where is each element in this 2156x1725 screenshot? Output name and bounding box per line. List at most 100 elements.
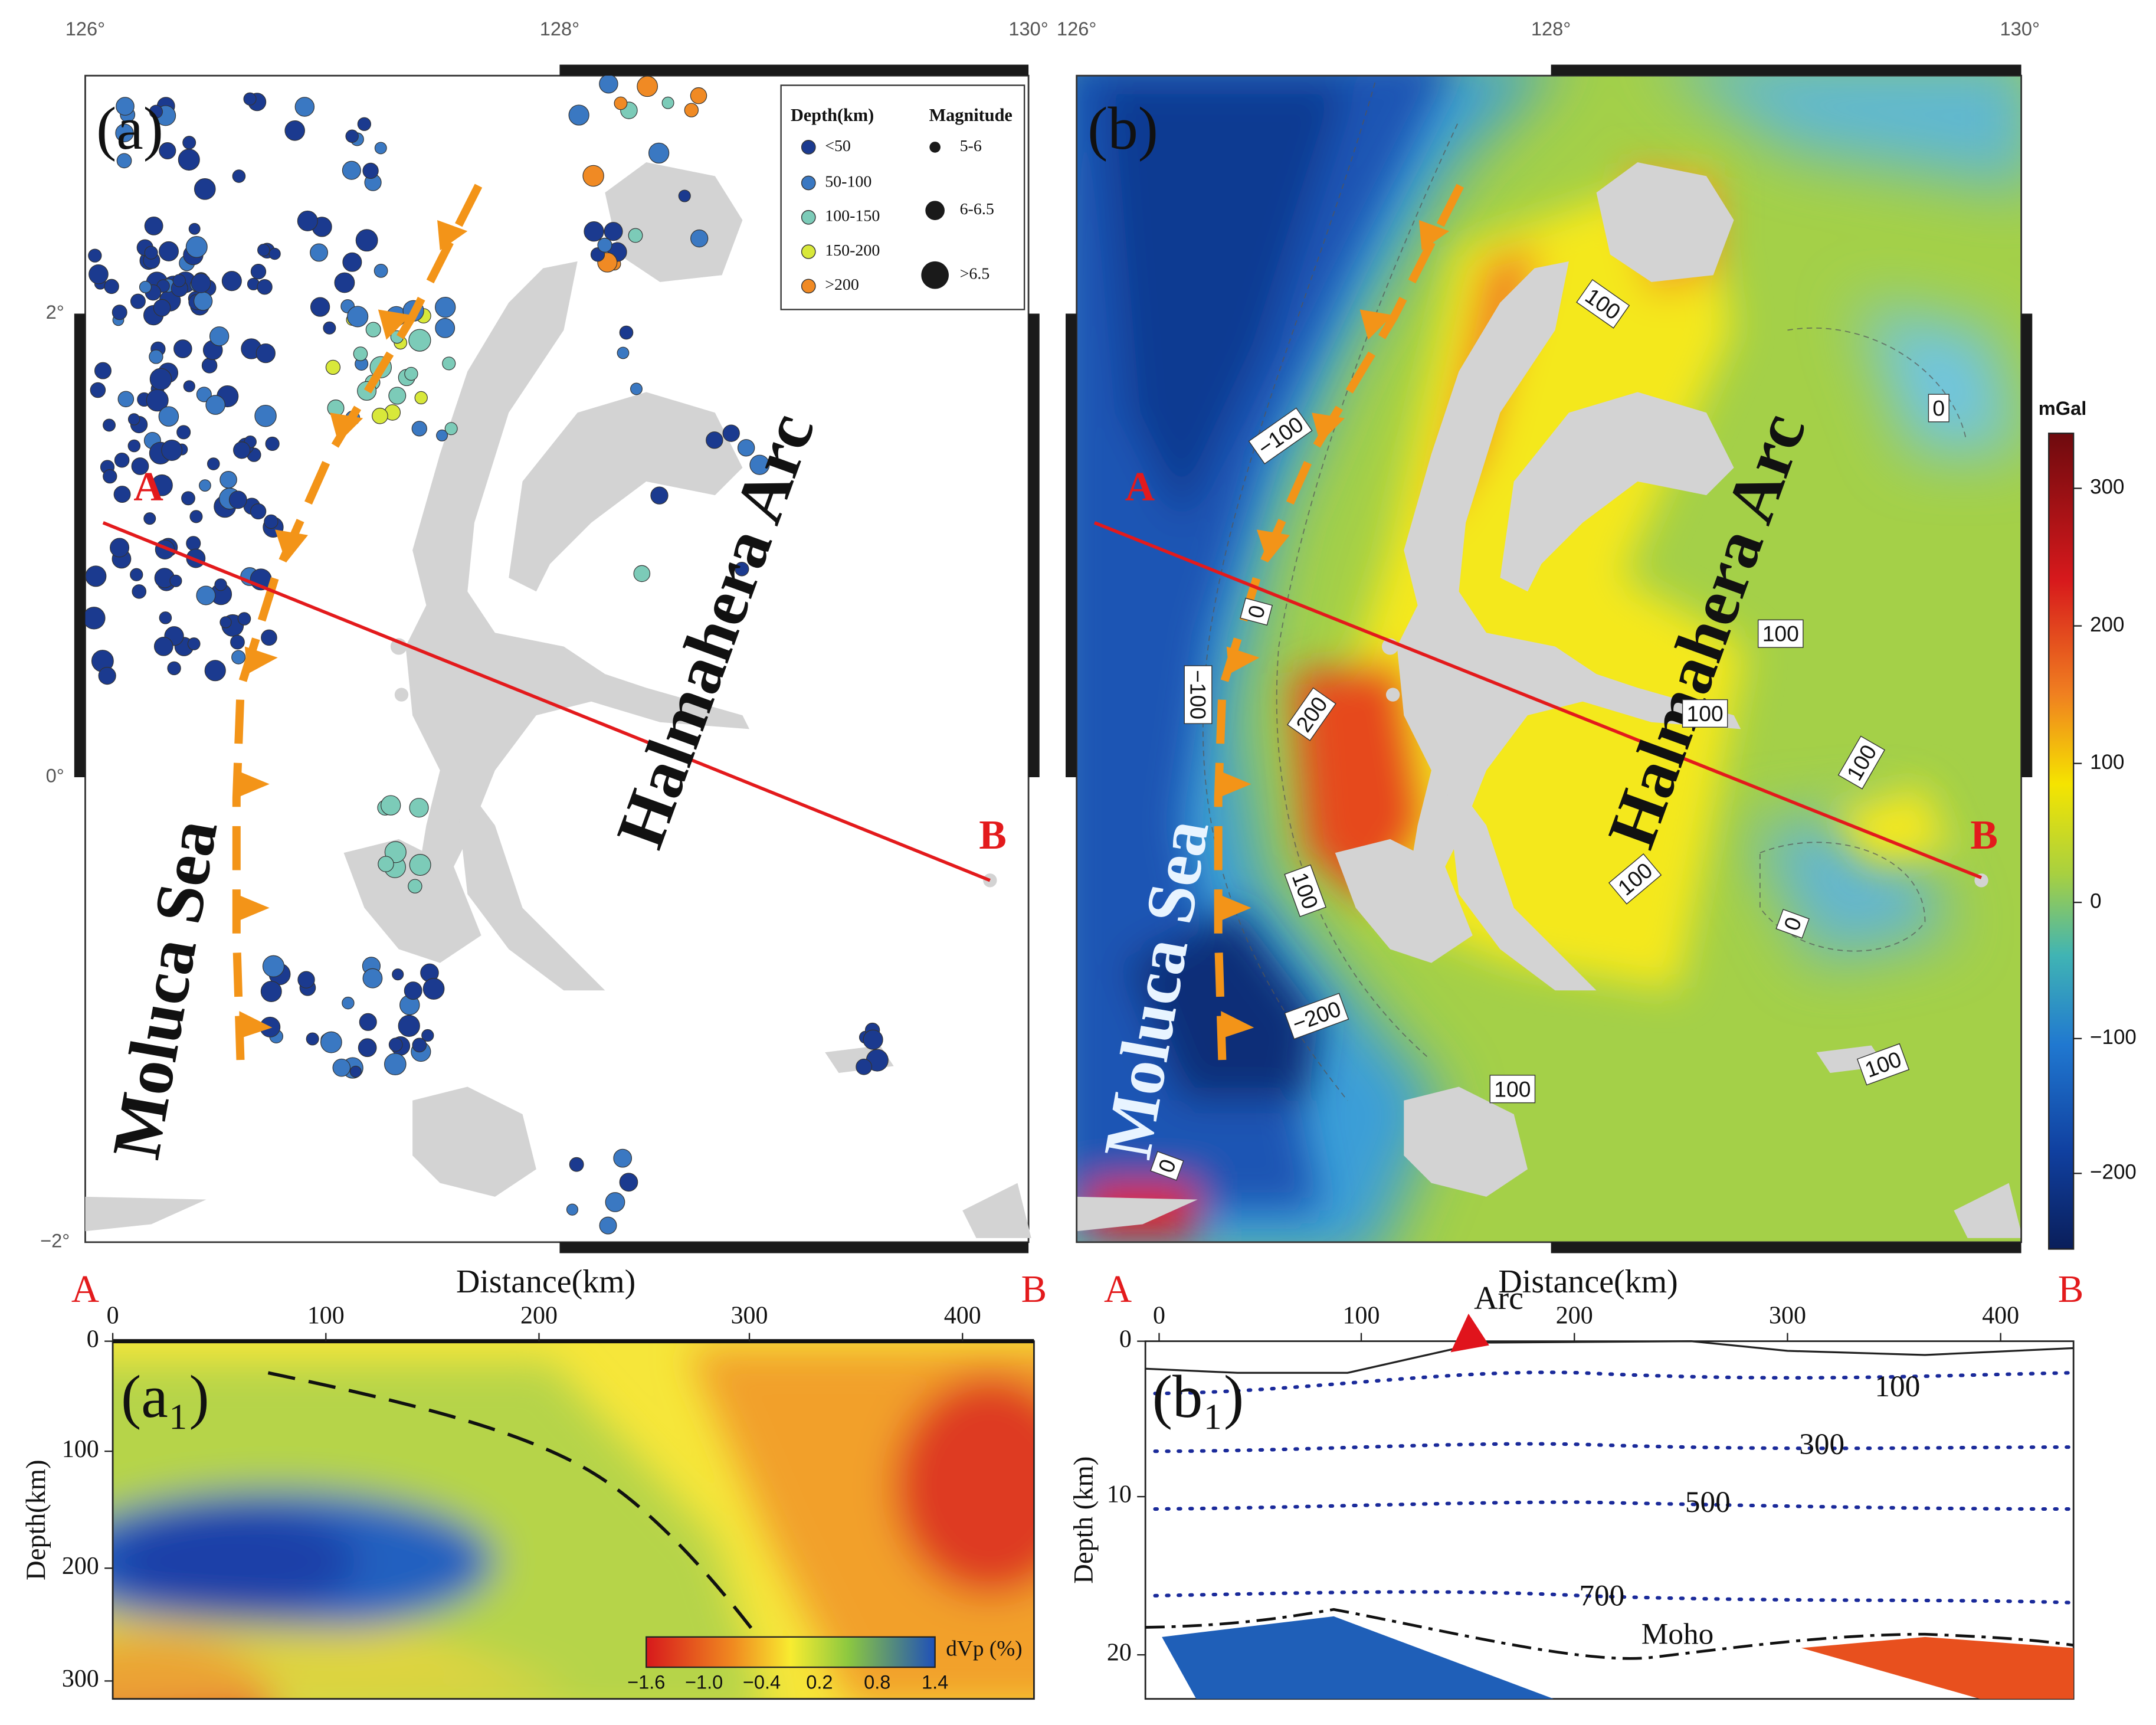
x-tick-label: 100 [307, 1302, 345, 1330]
earthquake [149, 349, 163, 364]
earthquake [358, 1038, 377, 1058]
earthquake [209, 326, 230, 346]
earthquake [169, 574, 182, 587]
earthquake [103, 469, 117, 484]
colorbar-tick-label: 1.4 [922, 1671, 948, 1693]
earthquake [436, 429, 448, 441]
earthquake [630, 382, 643, 395]
earthquake [684, 103, 699, 117]
x-tick-label: 0 [107, 1302, 119, 1330]
moho-line [1145, 1608, 2074, 1660]
earthquake [214, 578, 227, 591]
earthquake [207, 457, 220, 470]
lon-tick-label: 130° [1008, 18, 1048, 40]
earthquake [196, 585, 216, 605]
earthquake [619, 1173, 638, 1192]
earthquake [159, 142, 176, 159]
earthquakes [83, 74, 889, 1235]
earthquake [378, 856, 394, 872]
y-axis-title: Depth (km) [1069, 1456, 1099, 1584]
contour-label: 700 [1579, 1579, 1624, 1612]
earthquake [388, 1037, 403, 1052]
lon-tick-label: 128° [540, 18, 579, 40]
panel-label: (a) [96, 96, 163, 162]
earthquake [408, 879, 422, 893]
earthquake [88, 248, 102, 263]
earthquake [189, 510, 203, 523]
lon-tick-label: 126° [1057, 18, 1096, 40]
earthquake [144, 216, 163, 235]
earthquake [257, 279, 273, 295]
label-box [1150, 1151, 1184, 1181]
label-box [1489, 1075, 1536, 1104]
earthquake [219, 616, 232, 629]
earthquake [421, 1029, 434, 1042]
earthquake [661, 96, 674, 109]
earthquake [194, 292, 213, 311]
earthquake [569, 1157, 584, 1172]
profile-end: B [1021, 1268, 1047, 1311]
earthquake [127, 413, 140, 425]
legend-symbol [801, 140, 816, 155]
earthquake [384, 1053, 407, 1075]
earthquake [306, 1032, 319, 1046]
earthquake [158, 406, 179, 427]
earthquake [191, 273, 211, 293]
earthquake [409, 854, 431, 876]
label-box [1576, 279, 1630, 329]
earthquake [404, 981, 422, 1000]
legend-box [780, 84, 1025, 310]
x-tick-label: 0 [1153, 1302, 1165, 1330]
earthquake [187, 637, 201, 650]
earthquake [232, 169, 246, 183]
earthquake [115, 123, 134, 143]
panel-b [1066, 64, 2075, 1253]
profile-start: A [71, 1268, 99, 1311]
earthquake [103, 418, 116, 432]
earthquake [228, 490, 247, 509]
earthquake [153, 636, 173, 656]
high-density-body [1162, 1616, 1554, 1699]
earthquake [85, 565, 107, 587]
lat-tick-label: 0° [46, 765, 64, 787]
earthquake [250, 503, 267, 520]
earthquake [294, 97, 315, 117]
earthquake [444, 422, 458, 436]
x-tick-label: 300 [1769, 1302, 1806, 1330]
earthquake [194, 178, 216, 200]
profile-end: B [1970, 813, 1998, 858]
earthquake [605, 1192, 625, 1212]
earthquake [435, 296, 456, 318]
earthquake [94, 362, 112, 379]
earthquake [255, 343, 276, 364]
earthquake [237, 612, 251, 626]
legend-title: Magnitude [929, 105, 1013, 125]
earthquake [205, 395, 225, 415]
earthquake [856, 1058, 873, 1075]
colorbar [2048, 433, 2075, 1250]
earthquake [159, 241, 179, 261]
earthquake [176, 425, 191, 440]
earthquake [381, 795, 401, 816]
contour-label: 100 [1762, 621, 1799, 646]
earthquake [650, 486, 669, 505]
label-box [1856, 1043, 1910, 1086]
label-box [1928, 394, 1949, 423]
earthquake [264, 514, 278, 529]
earthquake [188, 222, 201, 235]
label-box [1240, 597, 1273, 626]
earthquake [262, 955, 285, 977]
earthquake [355, 229, 378, 252]
earthquake [130, 568, 143, 581]
moho-label: Moho [1641, 1618, 1713, 1651]
x-axis-title: Distance(km) [1498, 1264, 1677, 1300]
earthquake [243, 92, 257, 106]
profile-line [102, 521, 991, 882]
earthquake [104, 279, 119, 294]
colorbar-tick-label: 300 [2090, 476, 2124, 499]
y-tick-label: 0 [1119, 1325, 1132, 1353]
colorbar-tick-label: 0.2 [806, 1671, 833, 1693]
earthquake [422, 978, 445, 1000]
y-axis-title: Depth(km) [21, 1459, 51, 1580]
colorbar-unit: dVp (%) [946, 1637, 1022, 1661]
